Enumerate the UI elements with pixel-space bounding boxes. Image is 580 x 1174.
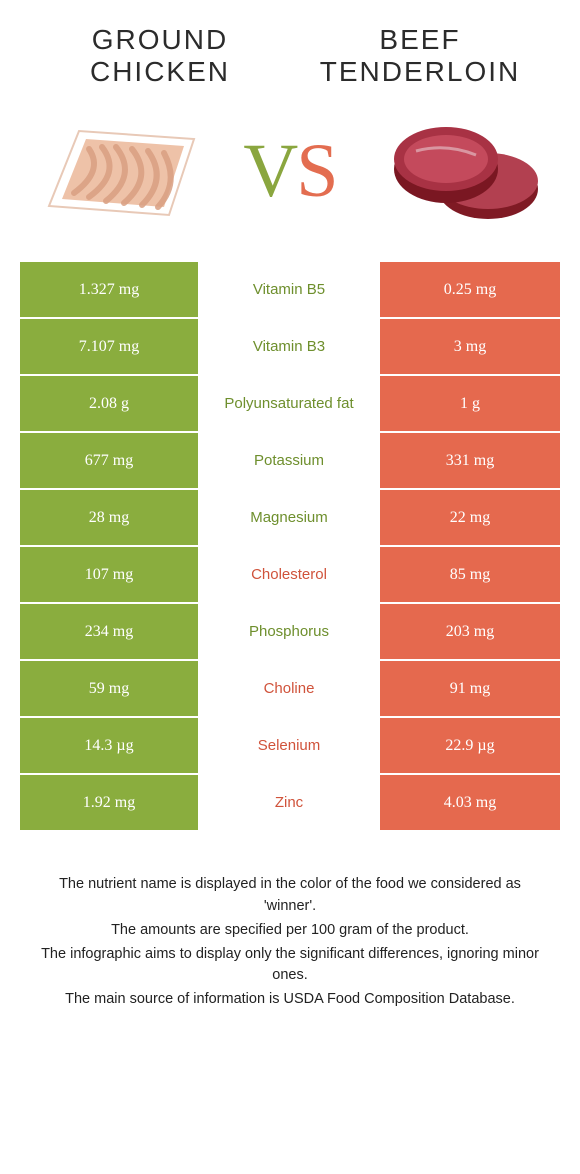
cell-nutrient-label: Phosphorus (200, 604, 380, 661)
title-right-line2: TENDERLOIN (320, 56, 520, 87)
cell-right-value: 22.9 µg (380, 718, 560, 775)
cell-nutrient-label: Potassium (200, 433, 380, 490)
cell-nutrient-label: Polyunsaturated fat (200, 376, 380, 433)
cell-nutrient-label: Vitamin B5 (200, 262, 380, 319)
footnote-4: The main source of information is USDA F… (34, 989, 546, 1011)
cell-left-value: 1.92 mg (20, 775, 200, 832)
beef-tenderloin-icon (376, 106, 546, 236)
cell-left-value: 59 mg (20, 661, 200, 718)
cell-left-value: 14.3 µg (20, 718, 200, 775)
ground-chicken-icon (34, 106, 204, 236)
cell-left-value: 1.327 mg (20, 262, 200, 319)
cell-right-value: 4.03 mg (380, 775, 560, 832)
cell-left-value: 677 mg (20, 433, 200, 490)
cell-nutrient-label: Magnesium (200, 490, 380, 547)
table-row: 234 mgPhosphorus203 mg (20, 604, 560, 661)
table-row: 59 mgCholine91 mg (20, 661, 560, 718)
table-row: 107 mgCholesterol85 mg (20, 547, 560, 604)
table-row: 7.107 mgVitamin B33 mg (20, 319, 560, 376)
vs-v: V (243, 128, 296, 215)
cell-right-value: 0.25 mg (380, 262, 560, 319)
footnotes: The nutrient name is displayed in the co… (0, 832, 580, 1011)
footnote-2: The amounts are specified per 100 gram o… (34, 920, 546, 942)
table-row: 2.08 gPolyunsaturated fat1 g (20, 376, 560, 433)
cell-right-value: 85 mg (380, 547, 560, 604)
table-row: 677 mgPotassium331 mg (20, 433, 560, 490)
vs-label: VS (243, 128, 336, 215)
title-left-line2: CHICKEN (90, 56, 230, 87)
cell-right-value: 203 mg (380, 604, 560, 661)
footnote-1: The nutrient name is displayed in the co… (34, 874, 546, 918)
cell-nutrient-label: Selenium (200, 718, 380, 775)
cell-left-value: 107 mg (20, 547, 200, 604)
table-row: 1.327 mgVitamin B50.25 mg (20, 262, 560, 319)
table-row: 1.92 mgZinc4.03 mg (20, 775, 560, 832)
cell-nutrient-label: Zinc (200, 775, 380, 832)
cell-right-value: 1 g (380, 376, 560, 433)
cell-left-value: 234 mg (20, 604, 200, 661)
cell-nutrient-label: Choline (200, 661, 380, 718)
vs-s: S (296, 128, 336, 215)
nutrient-table: 1.327 mgVitamin B50.25 mg7.107 mgVitamin… (20, 262, 560, 832)
hero-row: VS (0, 88, 580, 262)
table-row: 14.3 µgSelenium22.9 µg (20, 718, 560, 775)
title-right-line1: BEEF (379, 24, 460, 55)
cell-right-value: 22 mg (380, 490, 560, 547)
cell-nutrient-label: Vitamin B3 (200, 319, 380, 376)
cell-right-value: 91 mg (380, 661, 560, 718)
cell-right-value: 331 mg (380, 433, 560, 490)
table-row: 28 mgMagnesium22 mg (20, 490, 560, 547)
title-left-line1: GROUND (92, 24, 228, 55)
cell-left-value: 28 mg (20, 490, 200, 547)
cell-left-value: 7.107 mg (20, 319, 200, 376)
title-right: BEEF TENDERLOIN (300, 24, 540, 88)
cell-right-value: 3 mg (380, 319, 560, 376)
footnote-3: The infographic aims to display only the… (34, 944, 546, 988)
cell-nutrient-label: Cholesterol (200, 547, 380, 604)
title-left: GROUND CHICKEN (40, 24, 280, 88)
cell-left-value: 2.08 g (20, 376, 200, 433)
titles-row: GROUND CHICKEN BEEF TENDERLOIN (0, 0, 580, 88)
